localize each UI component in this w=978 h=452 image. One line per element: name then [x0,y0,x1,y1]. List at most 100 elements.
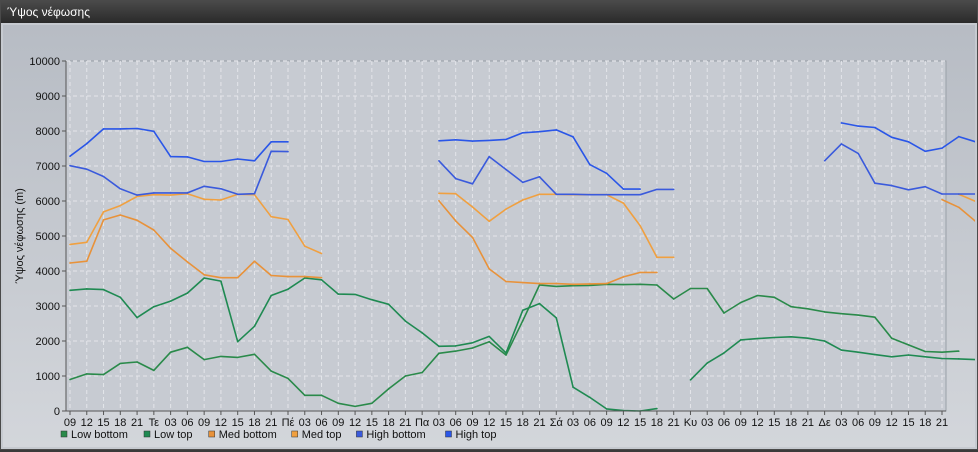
data-point [807,308,809,310]
y-tick-label: 0 [54,406,60,418]
data-point [690,379,692,381]
data-point [371,403,373,405]
data-point [857,125,859,127]
legend-item[interactable]: High bottom [356,429,425,441]
data-point [790,306,792,308]
data-point [304,277,306,279]
data-point [539,284,541,286]
legend-item[interactable]: High top [446,429,497,441]
x-tick-label: Σά [550,417,564,429]
data-point [421,332,423,334]
data-point [874,127,876,129]
legend-swatch [61,431,67,437]
data-point [556,129,558,131]
y-tick-label: 10000 [29,56,60,68]
data-point [757,338,759,340]
x-tick-label: 18 [248,417,260,429]
data-point [472,237,474,239]
data-point [405,320,407,322]
data-point [69,244,71,246]
data-point [338,403,340,405]
legend-item[interactable]: Med top [292,429,342,441]
data-point [371,299,373,301]
data-point [270,141,272,143]
data-point [539,194,541,196]
legend-label: Low bottom [71,429,128,441]
cloud-height-chart: 0100020003000400050006000700080009000100… [3,25,975,447]
data-point [455,350,457,352]
x-tick-label: 03 [567,417,579,429]
data-point [841,313,843,315]
data-point [623,194,625,196]
data-point [539,176,541,178]
y-tick-label: 1000 [36,371,60,383]
legend-label: High top [456,429,497,441]
data-point [941,193,943,195]
legend-item[interactable]: Low bottom [61,429,128,441]
data-point [270,275,272,277]
data-point [388,388,390,390]
legend-swatch [292,431,298,437]
data-point [254,193,256,195]
data-point [606,173,608,175]
data-point [203,186,205,188]
data-point [153,194,155,196]
data-point [941,351,943,353]
data-point [488,336,490,338]
data-point [237,341,239,343]
data-point [941,358,943,360]
data-point [69,262,71,264]
legend: Low bottom Low top Med bottom Med top High b… [61,429,496,441]
x-tick-label: 09 [64,417,76,429]
data-point [472,347,474,349]
data-point [304,276,306,278]
data-point [187,292,189,294]
data-point [69,165,71,167]
legend-label: High bottom [366,429,425,441]
data-point [103,211,105,213]
data-point [572,285,574,287]
x-tick-label: 21 [533,417,545,429]
data-point [924,356,926,358]
data-point [891,356,893,358]
data-point [841,349,843,351]
data-point [723,312,725,314]
data-point [455,220,457,222]
data-point [153,131,155,133]
data-point [354,406,356,408]
data-point [824,311,826,313]
data-point [438,200,440,202]
data-point [321,277,323,279]
data-point [388,303,390,305]
legend-item[interactable]: Med bottom [209,429,277,441]
x-tick-label: 18 [651,417,663,429]
data-point [287,378,289,380]
data-point [639,272,641,274]
data-point [136,219,138,221]
data-point [153,306,155,308]
x-tick-label: 06 [450,417,462,429]
data-point [958,350,960,352]
data-point [656,257,658,259]
data-point [287,276,289,278]
data-point [522,282,524,284]
data-point [103,289,105,291]
data-point [220,188,222,190]
data-point [220,277,222,279]
data-point [136,194,138,196]
legend-swatch [209,431,215,437]
x-tick-label: 09 [869,417,881,429]
legend-swatch [144,431,150,437]
legend-item[interactable]: Low top [144,429,193,441]
data-point [120,188,122,190]
data-point [505,352,507,354]
data-point [857,153,859,155]
data-point [170,194,172,196]
x-tick-label: 15 [902,417,914,429]
x-tick-label: 06 [852,417,864,429]
data-point [354,294,356,296]
y-tick-label: 8000 [36,126,60,138]
x-tick-label: Δε [818,417,830,429]
data-point [891,185,893,187]
data-point [472,206,474,208]
